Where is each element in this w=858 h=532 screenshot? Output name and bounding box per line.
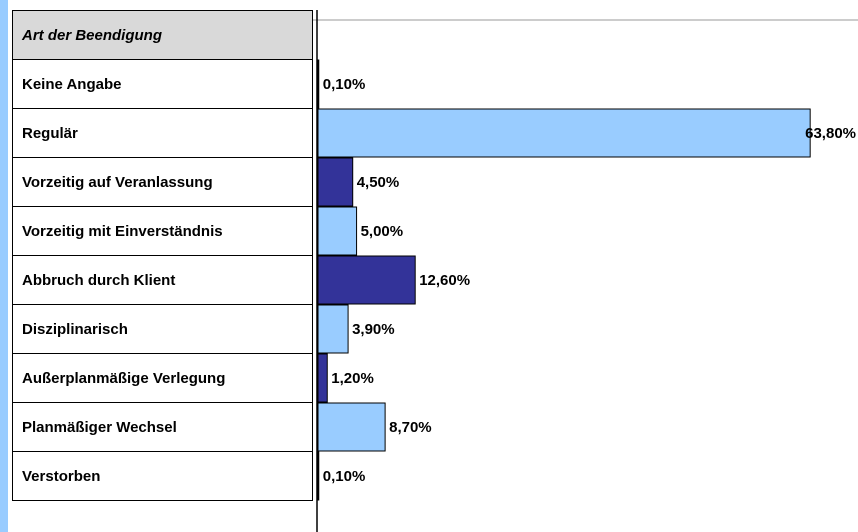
category-label: Disziplinarisch — [22, 321, 128, 338]
category-label: Vorzeitig auf Veranlassung — [22, 174, 213, 191]
category-cell — [12, 157, 313, 207]
value-label: 8,70% — [389, 419, 432, 436]
category-label: Planmäßiger Wechsel — [22, 419, 177, 436]
category-label: Vorzeitig mit Einverständnis — [22, 223, 223, 240]
category-cell — [12, 451, 313, 501]
value-label: 1,20% — [331, 370, 374, 387]
value-label: 63,80% — [805, 125, 856, 142]
category-cell — [12, 402, 313, 452]
category-label: Keine Angabe — [22, 76, 121, 93]
bar — [317, 402, 386, 452]
bar — [317, 157, 354, 207]
category-cell — [12, 353, 313, 403]
value-label: 0,10% — [323, 76, 366, 93]
category-label: Verstorben — [22, 468, 100, 485]
value-label: 3,90% — [352, 321, 395, 338]
value-label: 0,10% — [323, 468, 366, 485]
category-cell — [12, 255, 313, 305]
value-label: 12,60% — [419, 272, 470, 289]
category-cell — [12, 59, 313, 109]
value-label: 4,50% — [357, 174, 400, 191]
header-text: Art der Beendigung — [21, 27, 162, 44]
bar — [317, 59, 320, 109]
side-strip — [0, 0, 8, 532]
category-cell — [12, 206, 313, 256]
bar — [317, 304, 349, 354]
category-label: Außerplanmäßige Verlegung — [22, 370, 225, 387]
bar — [317, 206, 358, 256]
bar — [317, 108, 811, 158]
category-label: Abbruch durch Klient — [22, 272, 175, 289]
category-label: Regulär — [22, 125, 78, 142]
bar — [317, 451, 320, 501]
bar — [317, 255, 416, 305]
bar — [317, 353, 328, 403]
value-label: 5,00% — [361, 223, 404, 240]
category-cell — [12, 304, 313, 354]
